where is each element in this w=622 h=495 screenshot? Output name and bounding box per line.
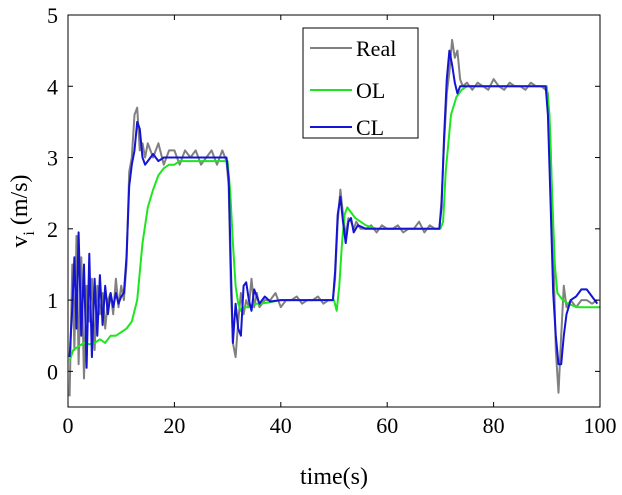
y-axis-label-unit: (m/s) <box>7 174 33 231</box>
y-axis-label: vi (m/s) <box>7 174 38 247</box>
series-line-cl <box>68 49 599 369</box>
legend-label-cl: CL <box>356 115 384 140</box>
y-tick-label: 4 <box>47 74 58 99</box>
x-tick-label: 60 <box>376 413 398 438</box>
y-tick-label: 2 <box>47 217 58 242</box>
series-layer <box>68 38 600 397</box>
x-tick-label: 40 <box>270 413 292 438</box>
plot-frame <box>67 14 601 408</box>
x-axis-label: time(s) <box>300 464 368 490</box>
x-tick-label: 80 <box>483 413 505 438</box>
y-tick-label: 0 <box>47 359 58 384</box>
y-tick-label: 5 <box>47 3 58 28</box>
y-axis-label-main: v <box>7 236 33 248</box>
y-tick-label: 3 <box>47 146 58 171</box>
legend-box <box>302 27 419 139</box>
y-tick-label: 1 <box>47 288 58 313</box>
x-tick-label: 100 <box>584 413 617 438</box>
x-tick-label: 20 <box>163 413 185 438</box>
legend-label-ol: OL <box>356 78 385 103</box>
legend-label-real: Real <box>356 36 396 61</box>
ticks-layer: 0 20 40 60 80 100 0 1 2 3 4 5 <box>47 3 617 438</box>
x-tick-label: 0 <box>63 413 74 438</box>
legend: Real OL CL <box>302 27 419 140</box>
y-axis-label-subscript: i <box>21 231 38 236</box>
